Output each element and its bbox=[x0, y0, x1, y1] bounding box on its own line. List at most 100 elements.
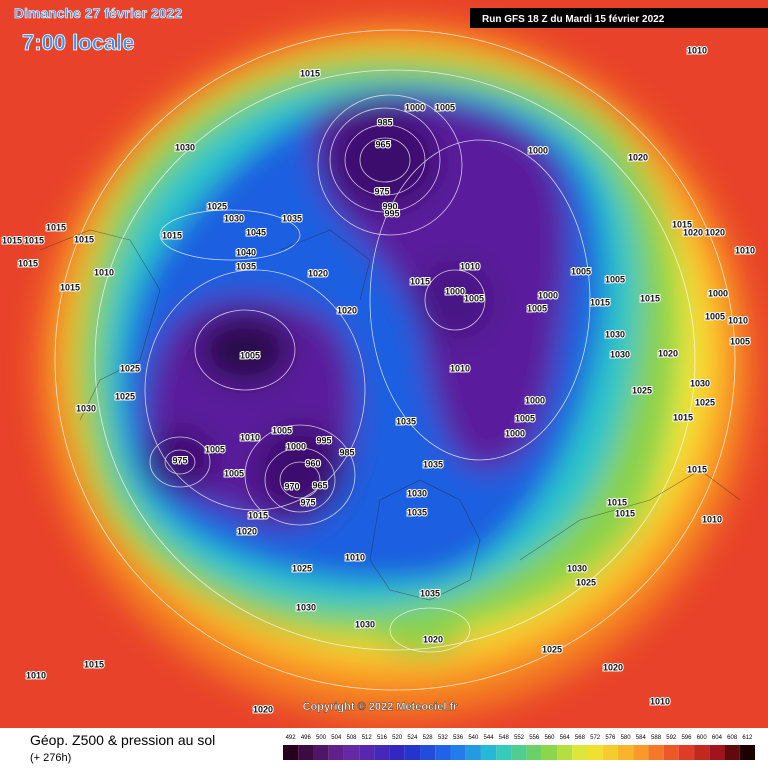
scale-label: 560 bbox=[544, 735, 555, 741]
scale-swatch bbox=[435, 745, 451, 760]
pressure-label: 1015 bbox=[162, 230, 182, 240]
scale-label: 552 bbox=[514, 735, 525, 741]
pressure-label: 1015 bbox=[590, 297, 610, 307]
pressure-label: 1035 bbox=[236, 261, 256, 271]
scale-label: 492 bbox=[286, 735, 297, 741]
pressure-label: 1015 bbox=[46, 222, 66, 232]
pressure-label: 1020 bbox=[337, 305, 357, 315]
pressure-label: 1020 bbox=[423, 634, 443, 644]
scale-label: 516 bbox=[377, 735, 388, 741]
scale-swatch bbox=[420, 745, 436, 760]
pressure-label: 1025 bbox=[115, 391, 135, 401]
pressure-label: 1005 bbox=[527, 303, 547, 313]
scale-label: 580 bbox=[621, 735, 632, 741]
scale-swatch bbox=[602, 745, 618, 760]
scale-label: 608 bbox=[727, 735, 738, 741]
pressure-label: 1030 bbox=[567, 563, 587, 573]
time-label: 7:00 locale bbox=[22, 30, 135, 55]
pressure-label: 1025 bbox=[120, 363, 140, 373]
pressure-label: 960 bbox=[305, 458, 320, 468]
pressure-label: 1030 bbox=[175, 142, 195, 152]
copyright: Copyright © 2022 Meteociel.fr bbox=[303, 701, 459, 713]
scale-swatch bbox=[298, 745, 314, 760]
pressure-label: 1010 bbox=[687, 45, 707, 55]
pressure-label: 1010 bbox=[26, 670, 46, 680]
pressure-label: 1015 bbox=[673, 412, 693, 422]
scale-swatch bbox=[709, 745, 725, 760]
scale-swatch bbox=[557, 745, 573, 760]
run-label: Run GFS 18 Z du Mardi 15 février 2022 bbox=[482, 14, 665, 25]
pressure-label: 1020 bbox=[308, 268, 328, 278]
pressure-label: 1030 bbox=[224, 213, 244, 223]
pressure-label: 1000 bbox=[405, 102, 425, 112]
pressure-label: 1020 bbox=[237, 526, 257, 536]
legend-title: Géop. Z500 & pression au sol bbox=[30, 732, 215, 748]
pressure-label: 985 bbox=[339, 447, 354, 457]
scale-swatch bbox=[526, 745, 542, 760]
pressure-label: 1015 bbox=[84, 659, 104, 669]
pressure-label: 1030 bbox=[610, 349, 630, 359]
pressure-label: 1000 bbox=[445, 286, 465, 296]
pressure-label: 1040 bbox=[236, 247, 256, 257]
scale-swatch bbox=[389, 745, 405, 760]
pressure-label: 1015 bbox=[615, 508, 635, 518]
legend-lead: (+ 276h) bbox=[30, 752, 71, 764]
scale-swatch bbox=[587, 745, 603, 760]
scale-label: 508 bbox=[347, 735, 358, 741]
pressure-label: 1025 bbox=[632, 385, 652, 395]
scale-swatch bbox=[374, 745, 390, 760]
pressure-label: 1020 bbox=[603, 662, 623, 672]
scale-label: 500 bbox=[316, 735, 327, 741]
scale-swatch bbox=[450, 745, 466, 760]
scale-swatch bbox=[480, 745, 497, 760]
scale-label: 544 bbox=[484, 735, 495, 741]
pressure-label: 1020 bbox=[658, 348, 678, 358]
pressure-label: 1035 bbox=[407, 507, 427, 517]
scale-swatch bbox=[663, 745, 679, 760]
pressure-label: 1015 bbox=[672, 219, 692, 229]
pressure-label: 1020 bbox=[628, 152, 648, 162]
pressure-label: 965 bbox=[375, 139, 390, 149]
date-label: Dimanche 27 février 2022 bbox=[14, 5, 182, 21]
scale-label: 584 bbox=[636, 735, 647, 741]
pressure-label: 1005 bbox=[730, 336, 750, 346]
scale-label: 520 bbox=[392, 735, 403, 741]
pressure-label: 1030 bbox=[355, 619, 375, 629]
pressure-label: 1015 bbox=[607, 497, 627, 507]
pressure-label: 1010 bbox=[460, 261, 480, 271]
pressure-label: 1005 bbox=[272, 425, 292, 435]
pressure-label: 1030 bbox=[605, 329, 625, 339]
scale-swatch bbox=[541, 745, 558, 760]
pressure-label: 1005 bbox=[240, 350, 260, 360]
isobars bbox=[54, 29, 736, 691]
pressure-label: 1005 bbox=[464, 293, 484, 303]
pressure-label: 1035 bbox=[282, 213, 302, 223]
scale-swatch bbox=[465, 745, 481, 760]
pressure-label: 1005 bbox=[571, 266, 591, 276]
scale-label: 596 bbox=[681, 735, 692, 741]
pressure-label: 1015 bbox=[2, 235, 22, 245]
scale-swatch bbox=[328, 745, 344, 760]
pressure-label: 1015 bbox=[18, 258, 38, 268]
scale-label: 604 bbox=[712, 735, 723, 741]
pressure-label: 1020 bbox=[683, 227, 703, 237]
pressure-label: 1030 bbox=[407, 488, 427, 498]
pressure-label: 1010 bbox=[702, 514, 722, 524]
coastlines bbox=[39, 229, 741, 601]
scale-label: 564 bbox=[560, 735, 571, 741]
pressure-label: 1030 bbox=[76, 403, 96, 413]
scale-label: 532 bbox=[438, 735, 449, 741]
pressure-label: 1010 bbox=[345, 552, 365, 562]
pressure-label: 1005 bbox=[705, 311, 725, 321]
pressure-label: 1025 bbox=[292, 563, 312, 573]
scale-label: 576 bbox=[605, 735, 616, 741]
pressure-label: 1035 bbox=[396, 416, 416, 426]
scale-label: 556 bbox=[529, 735, 540, 741]
pressure-label: 1025 bbox=[576, 577, 596, 587]
pressure-label: 975 bbox=[172, 455, 187, 465]
pressure-label: 1010 bbox=[735, 245, 755, 255]
pressure-label: 1015 bbox=[410, 276, 430, 286]
